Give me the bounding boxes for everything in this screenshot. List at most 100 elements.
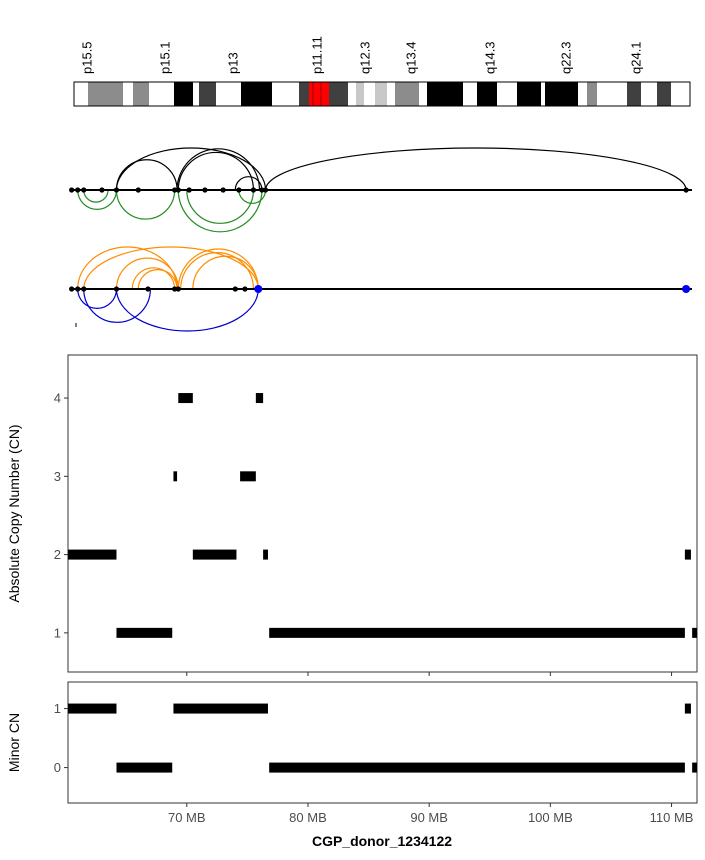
breakpoint-dot <box>69 286 75 292</box>
breakpoint-dot <box>202 187 208 193</box>
band-label: q22.3 <box>559 41 574 74</box>
ideogram-band <box>541 82 545 106</box>
ideogram-band <box>241 82 272 106</box>
arc-above <box>192 255 259 290</box>
ideogram-band <box>517 82 541 106</box>
breakpoint-dot <box>220 187 226 193</box>
cn-segment <box>173 703 268 714</box>
ideogram-band <box>309 82 329 106</box>
cn-segment <box>178 393 193 404</box>
y-axis-title: Minor CN <box>6 713 22 772</box>
cn-segment <box>192 549 237 560</box>
x-axis <box>186 672 673 807</box>
ideogram-band <box>641 82 657 106</box>
breakpoint-dot <box>75 286 81 292</box>
ideogram-band <box>272 82 299 106</box>
cn-segment <box>684 549 691 560</box>
y-tick-label: 1 <box>54 625 61 640</box>
ideogram-band <box>419 82 427 106</box>
x-tick-label: 110 MB <box>650 810 694 825</box>
cn-segment <box>68 703 117 714</box>
ideogram-band <box>299 82 309 106</box>
cn-segment <box>116 762 173 773</box>
cn-segment <box>692 627 697 638</box>
breakpoint-dot <box>75 187 81 193</box>
cn-segment <box>684 703 691 714</box>
ideogram-band <box>477 82 497 106</box>
band-label: p15.5 <box>80 41 95 74</box>
ideogram-band <box>671 82 690 106</box>
arc-above <box>115 257 179 290</box>
cn-segment <box>240 471 256 482</box>
breakpoint-dot <box>113 187 120 193</box>
band-label: q13.4 <box>404 41 419 74</box>
minor-cn-panel <box>64 681 698 804</box>
arc-above <box>176 148 261 191</box>
breakpoint-dot <box>172 187 178 193</box>
breakpoint-dot <box>81 286 87 292</box>
panel-border <box>67 681 698 804</box>
breakpoint-dot <box>259 187 265 193</box>
breakpoint-dot <box>69 187 75 193</box>
ideogram-band <box>88 82 123 106</box>
arc-below <box>115 288 259 332</box>
breakpoint-dot <box>135 187 141 193</box>
ideogram-band <box>497 82 517 106</box>
breakpoint-dot <box>186 187 192 193</box>
cn-segment <box>269 627 685 638</box>
arc-above <box>177 151 255 191</box>
ideogram-band <box>375 82 387 106</box>
arc-above <box>83 246 259 290</box>
band-label: q14.3 <box>483 41 498 74</box>
ideogram-band <box>387 82 395 106</box>
x-tick-label: 80 MB <box>289 810 327 825</box>
cn-segment <box>269 762 685 773</box>
arc-above <box>264 147 687 191</box>
ideogram-band <box>133 82 149 106</box>
y-tick-label: 2 <box>54 547 61 562</box>
cn-segment <box>263 549 268 560</box>
arc-above <box>77 246 178 290</box>
breakpoint-dot <box>236 187 242 193</box>
chromosome-ideogram <box>73 81 691 107</box>
breakpoint-dot <box>683 187 689 193</box>
y-tick-label: 4 <box>54 391 61 406</box>
band-label: p15.1 <box>158 41 173 74</box>
ideogram-band <box>216 82 241 106</box>
ideogram-band <box>657 82 671 106</box>
cn-segment <box>68 549 117 560</box>
ideogram-band <box>123 82 133 106</box>
x-axis-title: CGP_donor_1234122 <box>312 833 452 849</box>
ideogram-band <box>627 82 641 106</box>
breakpoint-dot <box>175 286 181 292</box>
arc-below <box>77 288 118 309</box>
ideogram-band <box>149 82 174 106</box>
arc-above <box>131 267 176 290</box>
ideogram-band <box>578 82 587 106</box>
breakpoint-dot <box>145 286 151 292</box>
arc-below <box>177 189 263 233</box>
breakpoint-dot <box>250 187 257 193</box>
ideogram-band <box>329 82 348 106</box>
ideogram-band <box>199 82 216 106</box>
x-tick-label: 90 MB <box>410 810 448 825</box>
y-axis-title: Absolute Copy Number (CN) <box>6 424 22 602</box>
arc-above <box>137 269 178 290</box>
arc-below <box>77 189 118 210</box>
y-tick-label: 0 <box>54 760 61 775</box>
breakpoint-dot <box>232 286 238 292</box>
arc-above <box>177 248 259 290</box>
arc-below <box>83 189 109 203</box>
panel-border <box>67 354 698 673</box>
ideogram-band <box>427 82 463 106</box>
absolute-cn-panel <box>64 354 698 673</box>
cn-segment <box>255 393 264 404</box>
breakpoint-dot <box>172 286 178 292</box>
arc-below <box>83 288 152 323</box>
ideogram-band <box>364 82 375 106</box>
ideogram-band <box>395 82 419 106</box>
ideogram-band <box>597 82 627 106</box>
ideogram-band <box>74 82 88 106</box>
